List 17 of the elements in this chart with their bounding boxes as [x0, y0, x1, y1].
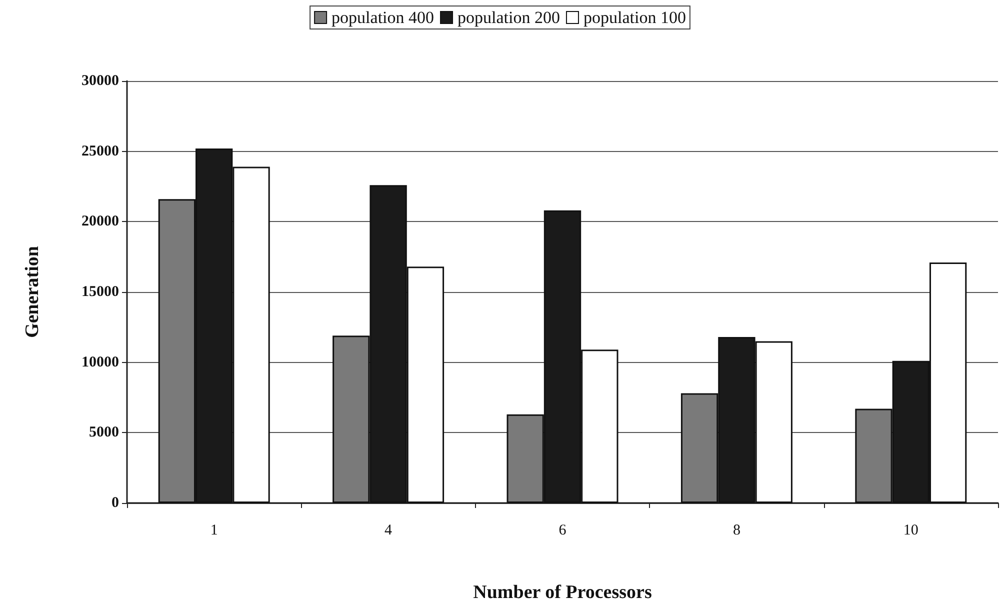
y-tick-label: 15000 — [82, 284, 119, 300]
y-tick-label: 30000 — [82, 73, 119, 89]
legend-label: population 400 — [332, 8, 434, 27]
y-tick-label: 20000 — [82, 214, 119, 230]
legend-label: population 200 — [458, 8, 560, 27]
x-tick-label: 4 — [384, 522, 393, 538]
legend-label: population 100 — [583, 8, 686, 27]
y-axis-title: Generation — [22, 246, 43, 338]
y-tick-label: 0 — [112, 495, 119, 511]
x-tick-label: 1 — [210, 522, 218, 538]
x-tick-label: 8 — [732, 522, 740, 538]
x-tick-label: 6 — [558, 522, 567, 538]
x-axis-title: Number of Processors — [473, 582, 652, 603]
y-tick-label: 10000 — [82, 354, 119, 370]
x-tick-label: 10 — [903, 522, 918, 538]
y-tick-label: 25000 — [82, 143, 119, 160]
y-tick-label: 5000 — [89, 424, 119, 441]
